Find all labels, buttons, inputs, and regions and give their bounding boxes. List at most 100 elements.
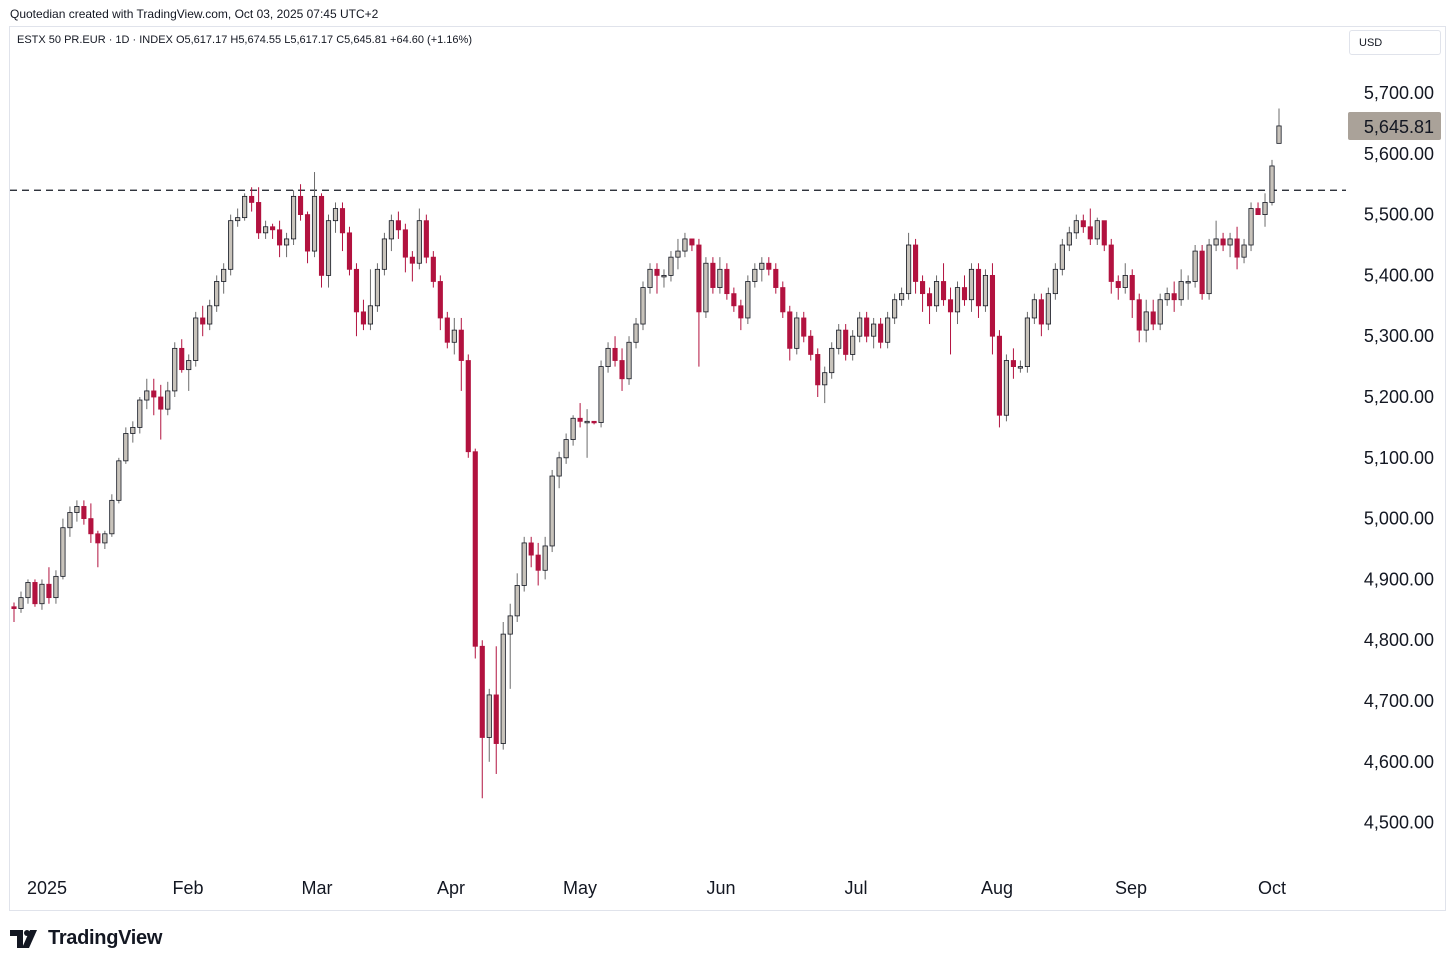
candle [479, 640, 485, 799]
candle [989, 263, 996, 355]
candle [381, 232, 387, 276]
candle-body [367, 305, 374, 325]
candle-body [353, 268, 360, 313]
candle-body [843, 329, 849, 355]
candle-body [675, 250, 681, 258]
candle [423, 214, 429, 264]
candle [885, 311, 891, 349]
candle-body [612, 347, 618, 361]
candle [584, 409, 590, 458]
candle-body [1171, 293, 1177, 301]
candle [130, 421, 136, 443]
candle [598, 360, 604, 428]
candle-body [221, 268, 227, 282]
candle-body [346, 232, 353, 270]
candle [906, 232, 912, 300]
candle [766, 257, 772, 276]
candle [451, 317, 457, 355]
candle-body [1038, 299, 1044, 325]
candle [633, 317, 639, 349]
candle [1122, 263, 1128, 294]
candle [1031, 293, 1037, 325]
currency-selector[interactable]: USD [1349, 30, 1441, 55]
candle-body [493, 694, 499, 744]
symbol-name[interactable]: ESTX 50 PR.EUR · 1D · INDEX [17, 34, 173, 46]
ohlc-high: H5,674.55 [230, 34, 282, 46]
candle-body [829, 347, 835, 374]
candle [395, 211, 401, 239]
candle [850, 330, 856, 361]
candle [1101, 220, 1107, 252]
candle-body [151, 390, 157, 398]
ohlc-change: +64.60 (+1.16%) [390, 34, 472, 46]
tradingview-logo[interactable]: TradingView [10, 927, 162, 950]
x-axis-tick-label: Aug [981, 878, 1013, 898]
candle-body [731, 293, 737, 307]
candle [53, 570, 59, 604]
candle [1003, 354, 1009, 422]
candle-body [647, 268, 653, 288]
candle [1045, 287, 1051, 331]
y-axis-tick-label: 4,900.00 [1364, 569, 1434, 589]
candle-body [109, 499, 115, 535]
candle [416, 208, 422, 270]
x-axis-tick-label: Jul [844, 878, 867, 898]
candle-body [815, 354, 821, 386]
candle-body [53, 575, 59, 599]
candle [304, 211, 311, 264]
candle [933, 275, 940, 312]
tradingview-logo-icon [10, 929, 37, 948]
candle-body [437, 281, 443, 319]
candle [968, 263, 975, 312]
candle-body [74, 506, 80, 513]
candle [437, 275, 443, 331]
candle [808, 330, 814, 361]
candle-body [458, 329, 464, 361]
candle-body [60, 527, 66, 577]
candle-body [423, 220, 429, 258]
candle-body [577, 417, 583, 422]
candle-body [1241, 244, 1247, 258]
candle-body [304, 214, 311, 252]
candle [514, 573, 520, 622]
candle-body [982, 274, 989, 307]
candle [521, 536, 527, 592]
candle-body [1017, 366, 1023, 369]
y-axis-tick-label: 5,600.00 [1364, 144, 1434, 164]
candle-body [388, 220, 394, 240]
candle-body [926, 293, 933, 307]
candle [137, 397, 143, 434]
candle [1143, 299, 1149, 343]
candle [25, 579, 31, 604]
candle [207, 299, 213, 331]
candle-body [500, 633, 506, 744]
last-price-label: 5,645.81 [1364, 117, 1434, 137]
candle-body [961, 287, 968, 301]
candle [605, 342, 611, 373]
candle [486, 688, 492, 762]
candle [864, 311, 870, 343]
candle [263, 220, 269, 239]
candle-body [1213, 238, 1219, 246]
candle-body [102, 533, 108, 544]
candle [892, 293, 898, 325]
candle [242, 193, 248, 221]
candle [577, 403, 583, 428]
candle [95, 530, 101, 568]
candle [612, 336, 618, 367]
candle [165, 381, 171, 416]
candle-body [39, 583, 45, 605]
candle-body [472, 451, 478, 647]
candle-body [374, 268, 380, 307]
candle-body [1031, 299, 1037, 319]
candle-body [605, 347, 611, 367]
candle [591, 420, 597, 425]
candle [332, 202, 339, 233]
candle-body [899, 293, 905, 301]
ohlc-low: L5,617.17 [284, 34, 334, 46]
candle-body [339, 208, 346, 234]
candle [360, 299, 367, 331]
candle-body [766, 262, 772, 270]
candle [919, 275, 926, 312]
